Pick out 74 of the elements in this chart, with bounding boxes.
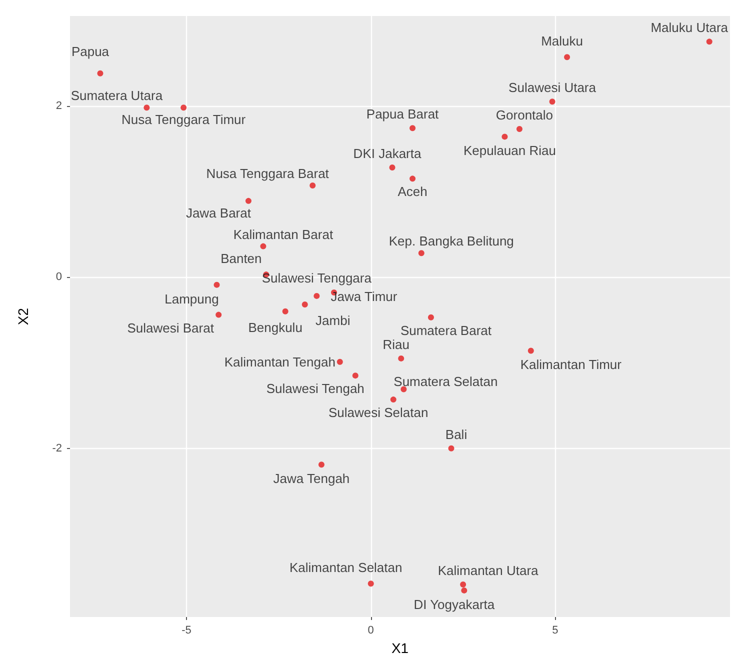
annotation: Nusa Tenggara Timur <box>122 112 246 128</box>
point <box>180 104 187 111</box>
annotation: Jambi <box>316 313 350 328</box>
point <box>502 134 508 140</box>
annotation: Sumatera Utara <box>70 88 164 104</box>
point <box>448 445 454 452</box>
point <box>314 292 320 299</box>
annotation: Kepulauan Riau <box>463 143 556 158</box>
annotation: Riau <box>382 336 410 352</box>
annotation: Nusa Tenggara Barat <box>206 166 330 182</box>
annotation: Sumatera Barat <box>400 322 492 338</box>
annotation: Sulawesi Selatan <box>328 405 428 420</box>
x-tick-label: -5 <box>182 624 192 636</box>
annotation: Kalimantan Tengah <box>224 354 336 370</box>
annotation: Maluku <box>541 34 583 49</box>
point <box>706 38 712 45</box>
annotation: Kalimantan Utara <box>438 562 540 578</box>
annotation: Gorontalo <box>496 108 554 123</box>
annotation: Bengkulu <box>248 320 302 335</box>
point <box>302 302 308 308</box>
annotation: Sulawesi Barat <box>127 320 214 336</box>
annotation: Kep. Bangka Belitung <box>388 234 514 249</box>
point <box>216 312 222 318</box>
point <box>400 386 407 392</box>
point <box>410 176 416 182</box>
y-tick-label: -2 <box>52 442 62 454</box>
y-axis-title: X2 <box>15 308 31 326</box>
annotation: Papua Barat <box>366 106 440 122</box>
annotation: Banten <box>220 251 262 266</box>
point <box>260 243 266 250</box>
annotation: Kalimantan Barat <box>233 226 334 242</box>
point <box>461 587 468 594</box>
annotation: Papua <box>71 44 110 59</box>
annotation: DKI Jakarta <box>353 146 422 162</box>
x-axis-title: X1 <box>391 640 409 656</box>
annotation: Kalimantan Selatan <box>289 560 402 576</box>
annotation: Jawa Tengah <box>273 471 350 486</box>
point <box>418 250 424 256</box>
annotation: Bali <box>445 426 468 442</box>
x-tick-label: 0 <box>368 624 374 636</box>
annotation: Aceh <box>398 184 428 200</box>
point <box>214 282 220 288</box>
point <box>310 182 316 189</box>
annotation: Maluku Utara <box>650 20 729 36</box>
point <box>352 372 358 379</box>
y-tick-label: 0 <box>56 271 62 284</box>
point <box>97 70 104 76</box>
point <box>144 104 150 111</box>
point <box>389 164 396 171</box>
annotation: Lampung <box>164 291 219 306</box>
point <box>390 396 396 403</box>
annotation: Sulawesi Tengah <box>266 381 364 396</box>
annotation: Kalimantan Timur <box>520 357 622 372</box>
annotation: Sulawesi Tenggara <box>262 270 372 286</box>
annotation: Sulawesi Utara <box>508 80 597 96</box>
point <box>410 125 416 132</box>
annotation: Jawa Barat <box>186 205 252 220</box>
annotation: Sumatera Selatan <box>394 374 498 389</box>
annotation: Jawa Timur <box>330 289 398 304</box>
point <box>528 348 534 354</box>
point <box>398 355 404 362</box>
point <box>368 580 374 587</box>
point <box>318 462 324 468</box>
point <box>460 581 466 588</box>
annotation: DI Yogyakarta <box>414 596 496 612</box>
point <box>549 98 556 105</box>
x-tick-label: 5 <box>552 624 558 636</box>
point <box>336 358 343 365</box>
point <box>282 308 288 314</box>
y-tick-label: 2 <box>56 100 62 112</box>
point <box>428 314 434 320</box>
point <box>245 198 252 204</box>
point <box>564 54 570 60</box>
point <box>516 126 522 132</box>
